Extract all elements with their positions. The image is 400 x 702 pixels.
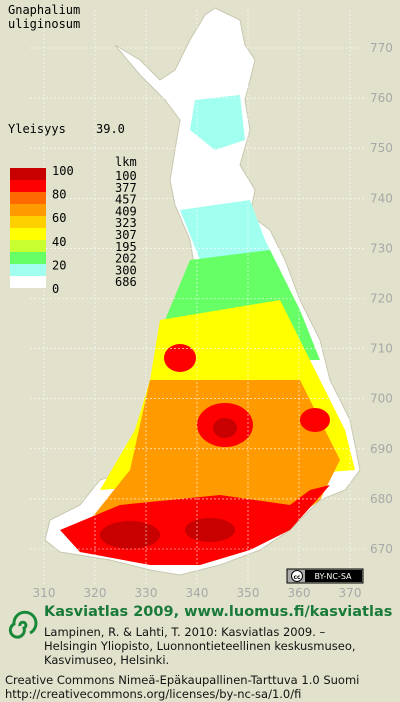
legend-count: 100 [115, 169, 137, 183]
legend-swatch [10, 168, 46, 180]
logo-spiral [8, 610, 38, 639]
area-darkred [185, 518, 235, 542]
y-axis-label: 760 [370, 91, 393, 105]
badge-text: BY-NC-SA [314, 572, 352, 581]
map: cc BY-NC-SA [30, 7, 365, 585]
citation-line: Lampinen, R. & Lahti, T. 2010: Kasviatla… [44, 625, 326, 639]
y-axis-label: 690 [370, 442, 393, 456]
legend-count: 457 [115, 193, 137, 207]
legend-scale-label: 100 [52, 164, 74, 178]
area-red [164, 344, 196, 372]
badge-circle [291, 570, 303, 582]
license-line: http://creativecommons.org/licenses/by-n… [5, 687, 301, 701]
legend-scale-label: 60 [52, 211, 66, 225]
frequency-value: 39.0 [96, 122, 125, 136]
y-axis-label: 740 [370, 191, 393, 205]
y-axis-label: 770 [370, 41, 393, 55]
legend-scale-label: 20 [52, 258, 66, 272]
legend-count: 300 [115, 263, 137, 277]
legend-count: 686 [115, 275, 137, 289]
legend-swatch [10, 216, 46, 228]
y-axis-label: 720 [370, 292, 393, 306]
y-axis-label: 750 [370, 141, 393, 155]
x-axis-label: 350 [237, 586, 260, 600]
legend-count: 202 [115, 252, 137, 266]
legend-count-header: lkm [115, 155, 137, 169]
area-cyan [190, 95, 245, 150]
legend-count: 409 [115, 204, 137, 218]
legend-swatch [10, 276, 46, 288]
distribution [60, 95, 355, 565]
y-axis-label: 700 [370, 392, 393, 406]
citation-line: Helsingin Yliopisto, Luonnontieteellinen… [44, 639, 356, 653]
legend-scale-label: 0 [52, 282, 59, 296]
legend-swatch [10, 192, 46, 204]
x-axis-label: 370 [339, 586, 362, 600]
y-axis-label: 730 [370, 241, 393, 255]
title: uliginosum [8, 17, 80, 31]
legend: lkm 100806040200100377457409323307195202… [10, 155, 137, 296]
x-axis-label: 330 [135, 586, 158, 600]
legend-count: 307 [115, 228, 137, 242]
legend-swatch [10, 204, 46, 216]
legend-swatch [10, 240, 46, 252]
area-darkred [100, 521, 160, 549]
x-axis-label: 310 [33, 586, 56, 600]
legend-swatch [10, 264, 46, 276]
y-axis-label: 670 [370, 542, 393, 556]
x-axis-label: 360 [288, 586, 311, 600]
badge-cc: cc [293, 574, 301, 581]
title: Gnaphalium [8, 3, 80, 17]
brand: Kasviatlas 2009, www.luomus.fi/kasviatla… [44, 604, 392, 620]
x-axis-label: 340 [186, 586, 209, 600]
badge-bg [305, 570, 362, 582]
axes: 770 760 750 740 730 720 710 700 690 680 670 310 320 3… [33, 41, 393, 600]
legend-scale-label: 80 [52, 188, 66, 202]
footer: Kasviatlas 2009, www.luomus.fi/kasviatla… [5, 604, 392, 701]
logo [8, 610, 38, 639]
x-axis-label: 320 [84, 586, 107, 600]
legend-count: 323 [115, 216, 137, 230]
legend-swatch [10, 252, 46, 264]
legend-count: 377 [115, 181, 137, 195]
legend-swatch [10, 228, 46, 240]
citation-line: Kasvimuseo, Helsinki. [44, 653, 169, 667]
y-axis-label: 680 [370, 492, 393, 506]
area-darkred [213, 418, 237, 438]
legend-swatch [10, 180, 46, 192]
legend-scale-label: 40 [52, 235, 66, 249]
y-axis-label: 710 [370, 342, 393, 356]
area-red [300, 408, 330, 432]
license-line: Creative Commons Nimeä-Epäkaupallinen-Ta… [5, 673, 359, 687]
frequency-label: Yleisyys [8, 122, 66, 136]
area-orange [90, 380, 340, 530]
badge: cc BY-NC-SA [286, 568, 364, 584]
legend-count: 195 [115, 240, 137, 254]
